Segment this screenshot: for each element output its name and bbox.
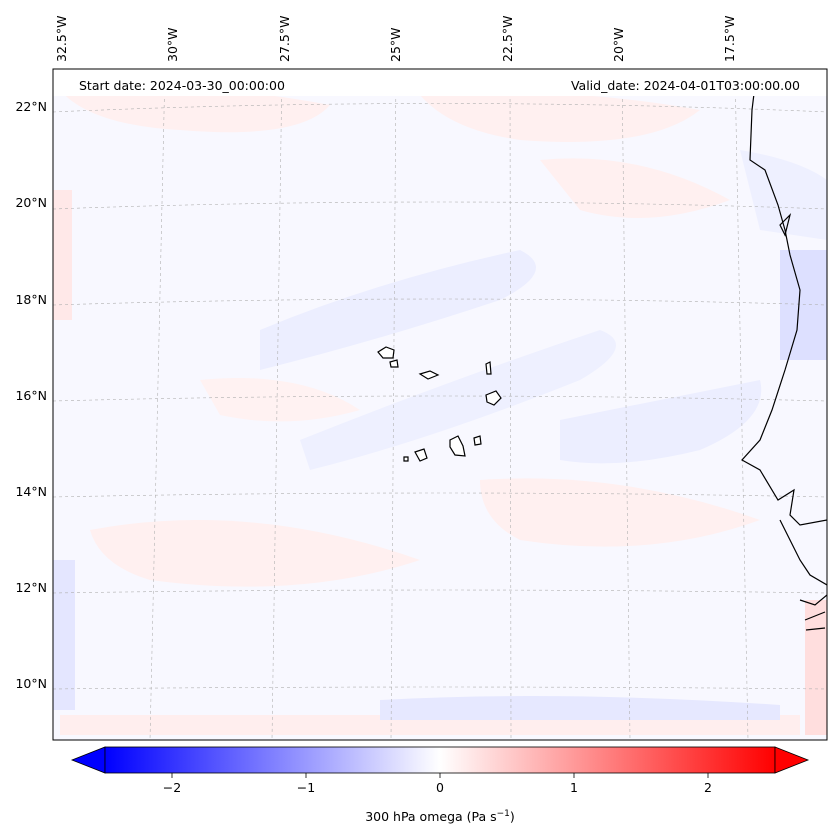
lat-label: 14°N <box>15 484 47 499</box>
lon-label: 17.5°W <box>722 16 737 62</box>
lon-label: 30°W <box>165 27 180 62</box>
lon-label: 27.5°W <box>277 16 292 62</box>
latitude-labels: 22°N 20°N 18°N 16°N 14°N 12°N 10°N <box>15 99 47 691</box>
lat-label: 18°N <box>15 292 47 307</box>
colorbar-extend-high <box>774 746 810 774</box>
colorbar-tick-label: 2 <box>704 780 712 795</box>
lat-label: 10°N <box>15 676 47 691</box>
lon-label: 25°W <box>388 27 403 62</box>
colorbar-tick-label: −2 <box>163 780 181 795</box>
lon-label: 32.5°W <box>54 16 69 62</box>
lon-label: 22.5°W <box>500 16 515 62</box>
colorbar-extend-low <box>70 746 106 774</box>
colorbar-tick-label: 0 <box>436 780 444 795</box>
longitude-labels: 32.5°W 30°W 27.5°W 25°W 22.5°W 20°W 17.5… <box>54 16 737 62</box>
colorbar-tick-label: −1 <box>297 780 315 795</box>
colorbar-ticks: −2 −1 0 1 2 <box>163 773 712 795</box>
lat-label: 12°N <box>15 580 47 595</box>
valid-date-label: Valid_date: 2024-04-01T03:00:00.00 <box>571 78 800 93</box>
lat-label: 16°N <box>15 388 47 403</box>
cape-verde-islands <box>377 346 502 462</box>
colorbar-label: 300 hPa omega (Pa s−1) <box>365 809 515 824</box>
map-area: Start date: 2024-03-30_00:00:00 Valid_da… <box>52 68 828 741</box>
colorbar-tick-label: 1 <box>570 780 578 795</box>
omega-field <box>53 69 827 740</box>
header-band <box>53 69 827 96</box>
lat-label: 22°N <box>15 99 47 114</box>
graticule <box>53 69 827 740</box>
colorbar: −2 −1 0 1 2 300 hPa omega (Pa s−1) <box>70 746 810 824</box>
lon-label: 20°W <box>611 27 626 62</box>
start-date-label: Start date: 2024-03-30_00:00:00 <box>79 78 285 93</box>
map-frame <box>52 68 828 741</box>
colorbar-bar <box>104 746 776 774</box>
coastline <box>741 69 827 631</box>
lat-label: 20°N <box>15 195 47 210</box>
